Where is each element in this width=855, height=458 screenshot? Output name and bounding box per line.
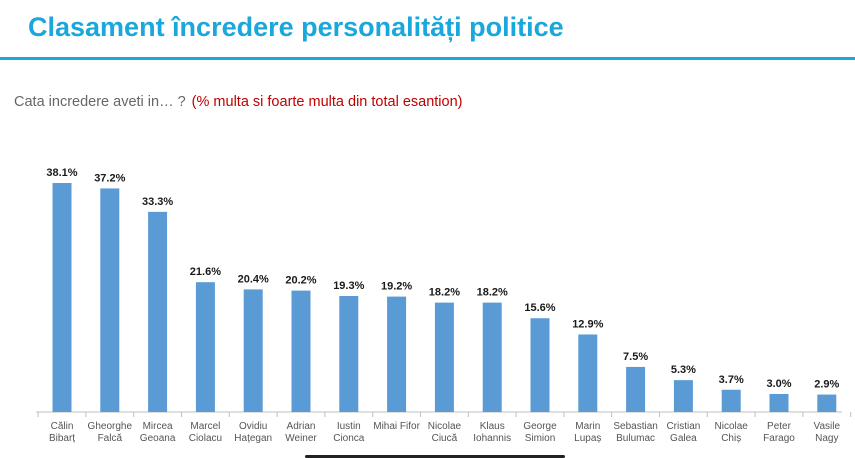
category-label-line: Ciolacu — [189, 433, 222, 444]
bar-value-label: 20.4% — [238, 273, 269, 285]
category-label: Mihai Fifor — [373, 421, 420, 432]
category-label-line: Bibarț — [49, 433, 75, 444]
category-label-line: Bulumac — [616, 433, 655, 444]
category-label-line: Cionca — [333, 433, 365, 444]
category-label-line: Marcel — [190, 421, 220, 432]
bar — [673, 380, 693, 412]
category-label-line: Galea — [670, 433, 697, 444]
category-label-line: Lupaș — [574, 433, 601, 444]
bar-value-label: 15.6% — [524, 302, 555, 314]
bar-value-label: 37.2% — [94, 172, 125, 184]
category-label-line: Ovidiu — [239, 421, 267, 432]
bar — [482, 302, 502, 412]
bar-value-label: 3.7% — [719, 374, 744, 386]
bar-value-label: 2.9% — [814, 379, 839, 391]
category-label-line: Mircea — [143, 421, 173, 432]
bar-value-label: 5.3% — [671, 364, 696, 376]
category-label-line: Marin — [575, 421, 600, 432]
bar — [291, 290, 311, 412]
category-label-line: Sebastian — [613, 421, 657, 432]
category-label-line: Adrian — [287, 421, 316, 432]
home-indicator — [305, 455, 565, 458]
category-label-line: Peter — [767, 421, 792, 432]
category-label-line: Ciucă — [432, 433, 458, 444]
category-label-line: Falcă — [98, 433, 123, 444]
category-label: Marcel Ciolacu — [189, 421, 222, 444]
bar-value-label: 38.1% — [46, 167, 77, 179]
bar-value-label: 7.5% — [623, 351, 648, 363]
bar-value-label: 21.6% — [190, 266, 221, 278]
bar-value-label: 18.2% — [477, 287, 508, 299]
category-label-line: Simion — [525, 433, 556, 444]
category-label-line: Vasile — [814, 421, 841, 432]
category-label-line: George — [523, 421, 557, 432]
category-label: Nicolae Chiș — [715, 421, 749, 444]
category-label-line: Farago — [763, 433, 795, 444]
bar-value-label: 33.3% — [142, 196, 173, 208]
bar — [769, 393, 789, 412]
category-label: Vasile Nagy — [814, 421, 841, 444]
bar — [530, 318, 550, 412]
category-label-line: Gheorghe — [88, 421, 133, 432]
title-underline — [0, 57, 855, 60]
category-label: Ovidiu Hațegan — [234, 421, 272, 444]
category-label: Iustin Cionca — [333, 421, 365, 444]
category-label: Marin Lupaș — [574, 421, 601, 444]
bar — [578, 334, 598, 412]
category-label-line: Mihai Fifor — [373, 421, 420, 432]
bar-value-label: 18.2% — [429, 287, 460, 299]
bar — [434, 302, 454, 412]
category-label-line: Cristian — [666, 421, 700, 432]
bar — [387, 296, 407, 412]
bar — [100, 188, 120, 412]
category-label-line: Hațegan — [234, 433, 272, 444]
bar-value-label: 19.3% — [333, 280, 364, 292]
bar — [626, 366, 646, 412]
bar-value-label: 12.9% — [572, 318, 603, 330]
category-label-line: Klaus — [480, 421, 505, 432]
bar — [339, 295, 359, 412]
bar-chart: 38.1% Călin Bibarț 37.2% Gheorghe Falcă 33.3% M… — [36, 167, 852, 444]
category-label: Adrian Weiner — [285, 421, 317, 444]
bar — [195, 282, 215, 412]
category-label: Peter Farago — [763, 421, 795, 444]
category-label-line: Nagy — [815, 433, 838, 444]
category-label: George Simion — [523, 421, 557, 444]
bar — [148, 211, 168, 412]
category-label-line: Nicolae — [428, 421, 462, 432]
page-title: Clasament încredere personalități politi… — [28, 12, 564, 42]
category-label-line: Chiș — [721, 433, 741, 444]
category-label-line: Iustin — [337, 421, 361, 432]
category-label-line: Nicolae — [715, 421, 749, 432]
category-label: Sebastian Bulumac — [613, 421, 657, 444]
category-label-line: Călin — [51, 421, 74, 432]
sample-note: (% multa si foarte multa din total esant… — [191, 94, 463, 110]
bar — [52, 183, 72, 412]
question-text: Cata incredere aveti in… ? — [14, 94, 186, 110]
category-label-line: Weiner — [285, 433, 317, 444]
category-label: Călin Bibarț — [49, 421, 75, 444]
category-label-line: Iohannis — [473, 433, 511, 444]
bar-value-label: 3.0% — [766, 378, 791, 390]
category-label: Cristian Galea — [666, 421, 700, 444]
bar-value-label: 20.2% — [285, 275, 316, 287]
category-label: Gheorghe Falcă — [88, 421, 133, 444]
category-label: Klaus Iohannis — [473, 421, 511, 444]
category-label: Mircea Geoana — [140, 421, 176, 444]
category-label-line: Geoana — [140, 433, 176, 444]
chart-subtitle: Cata incredere aveti in… ? (% multa si fo… — [14, 94, 462, 110]
bar — [243, 289, 263, 412]
bar-value-label: 19.2% — [381, 281, 412, 293]
bar — [817, 394, 837, 412]
category-label: Nicolae Ciucă — [428, 421, 462, 444]
bar — [721, 389, 741, 412]
